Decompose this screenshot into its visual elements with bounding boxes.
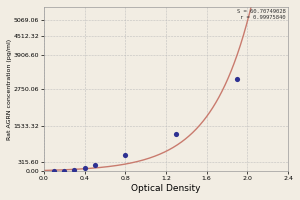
Point: [123, 153, 128, 156]
Point: [72, 168, 77, 171]
Point: [62, 169, 67, 173]
Y-axis label: Rat AGRN concentration (pg/ml): Rat AGRN concentration (pg/ml): [7, 39, 12, 140]
Point: [235, 77, 240, 80]
X-axis label: Optical Density: Optical Density: [131, 184, 201, 193]
Point: [82, 166, 87, 169]
Point: [52, 170, 56, 173]
Point: [174, 132, 178, 136]
Point: [92, 164, 97, 167]
Text: S = 60.70749028
r = 0.99975840: S = 60.70749028 r = 0.99975840: [237, 9, 286, 20]
